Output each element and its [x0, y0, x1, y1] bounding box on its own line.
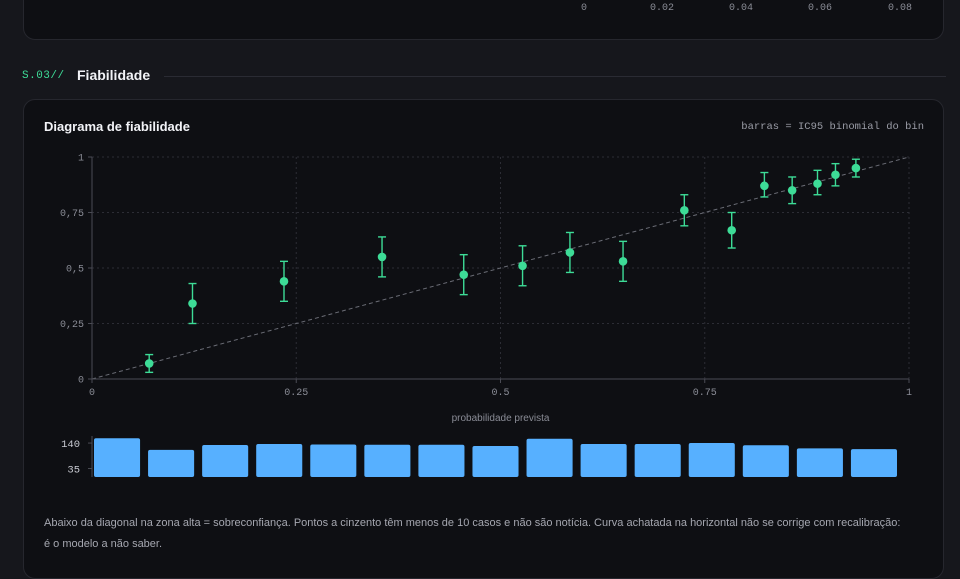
point-marker: [377, 252, 387, 262]
x-tick-label: 0.25: [284, 388, 308, 399]
section-title: Fiabilidade: [77, 67, 151, 83]
point-marker: [680, 205, 689, 215]
calibration-point: [459, 253, 469, 296]
x-tick-label: 0.5: [491, 388, 509, 399]
y-tick-label: 0,75: [60, 209, 84, 220]
previous-tick-label: 0.04: [729, 3, 754, 14]
point-marker: [144, 359, 154, 368]
histogram-tick-label: 140: [61, 439, 80, 451]
histogram-bar: [364, 444, 411, 477]
calibration-point: [377, 236, 387, 278]
grid: [92, 156, 910, 379]
point-marker: [188, 299, 197, 308]
point-marker: [727, 225, 737, 235]
histogram-bar: [526, 438, 573, 477]
point-marker: [851, 163, 861, 173]
calibration-point: [760, 171, 769, 198]
y-tick-label: 1: [78, 154, 84, 165]
point-marker: [787, 186, 797, 195]
previous-tick-label: 0.02: [650, 3, 675, 14]
histogram-bar: [580, 444, 627, 477]
section-tag: S.03//: [22, 70, 65, 82]
x-axis-label: probabilidade prevista: [452, 413, 550, 424]
calibration-point: [813, 169, 822, 196]
calibration-point: [618, 240, 628, 283]
histogram-bar: [418, 444, 465, 477]
calibration-point: [787, 176, 797, 205]
histogram-bar: [310, 444, 357, 477]
calibration-point: [851, 158, 861, 178]
point-marker: [760, 181, 769, 191]
histogram-bar: [256, 444, 303, 477]
y-tick-label: 0,25: [60, 320, 84, 331]
histogram-bar: [850, 449, 897, 477]
histogram-bar: [202, 445, 249, 477]
point-marker: [279, 277, 289, 286]
previous-card: 0 0.02 0.04 0.06 0.08: [23, 0, 944, 40]
x-tick-label: 0: [89, 388, 95, 399]
point-marker: [813, 179, 822, 188]
data-points: [144, 158, 861, 374]
axes: 00 0,25 0.25 0,5 0.5 0,75 0.75 1 1: [60, 154, 912, 400]
previous-tick-label: 0.08: [888, 3, 913, 14]
x-tick-label: 0.75: [693, 388, 717, 399]
reliability-card: Diagrama de fiabilidade barras = IC95 bi…: [23, 99, 944, 579]
calibration-point: [144, 353, 154, 374]
y-tick-label: 0,5: [66, 265, 84, 276]
previous-tick-label: 0.06: [808, 3, 833, 14]
point-marker: [831, 170, 840, 180]
perfect-calibration-line: [91, 156, 910, 380]
point-marker: [518, 261, 527, 271]
calibration-point: [279, 260, 289, 303]
histogram-tick-label: 35: [67, 465, 80, 477]
histogram-bar: [472, 445, 519, 477]
chart-title: Diagrama de fiabilidade: [44, 119, 190, 134]
x-tick-label: 1: [906, 388, 912, 399]
section-header: S.03// Fiabilidade: [22, 64, 946, 88]
previous-card-axis: 0 0.02 0.04 0.06 0.08: [24, 3, 943, 15]
calibration-point: [727, 211, 737, 249]
previous-tick-label: 0: [581, 3, 588, 14]
calibration-point: [188, 282, 197, 325]
histogram-bar: [796, 448, 843, 477]
point-marker: [618, 257, 628, 266]
calibration-point: [565, 231, 575, 274]
point-marker: [459, 270, 469, 279]
chart-note: barras = IC95 binomial do bin: [741, 121, 924, 133]
histogram-bar: [688, 443, 735, 477]
histogram: 140 35: [61, 436, 897, 477]
reliability-diagram: 00 0,25 0.25 0,5 0.5 0,75 0.75 1 1 probabilidade…: [60, 154, 912, 477]
chart-caption: Abaixo da diagonal na zona alta = sobrec…: [44, 517, 901, 550]
calibration-point: [518, 245, 527, 287]
histogram-bar: [148, 449, 195, 477]
y-tick-label: 0: [78, 376, 84, 387]
calibration-point: [831, 162, 840, 187]
histogram-bar: [742, 445, 789, 477]
section-divider: [164, 76, 946, 77]
histogram-bar: [94, 438, 141, 477]
point-marker: [565, 248, 575, 257]
histogram-bar: [634, 444, 681, 477]
calibration-point: [680, 194, 689, 227]
